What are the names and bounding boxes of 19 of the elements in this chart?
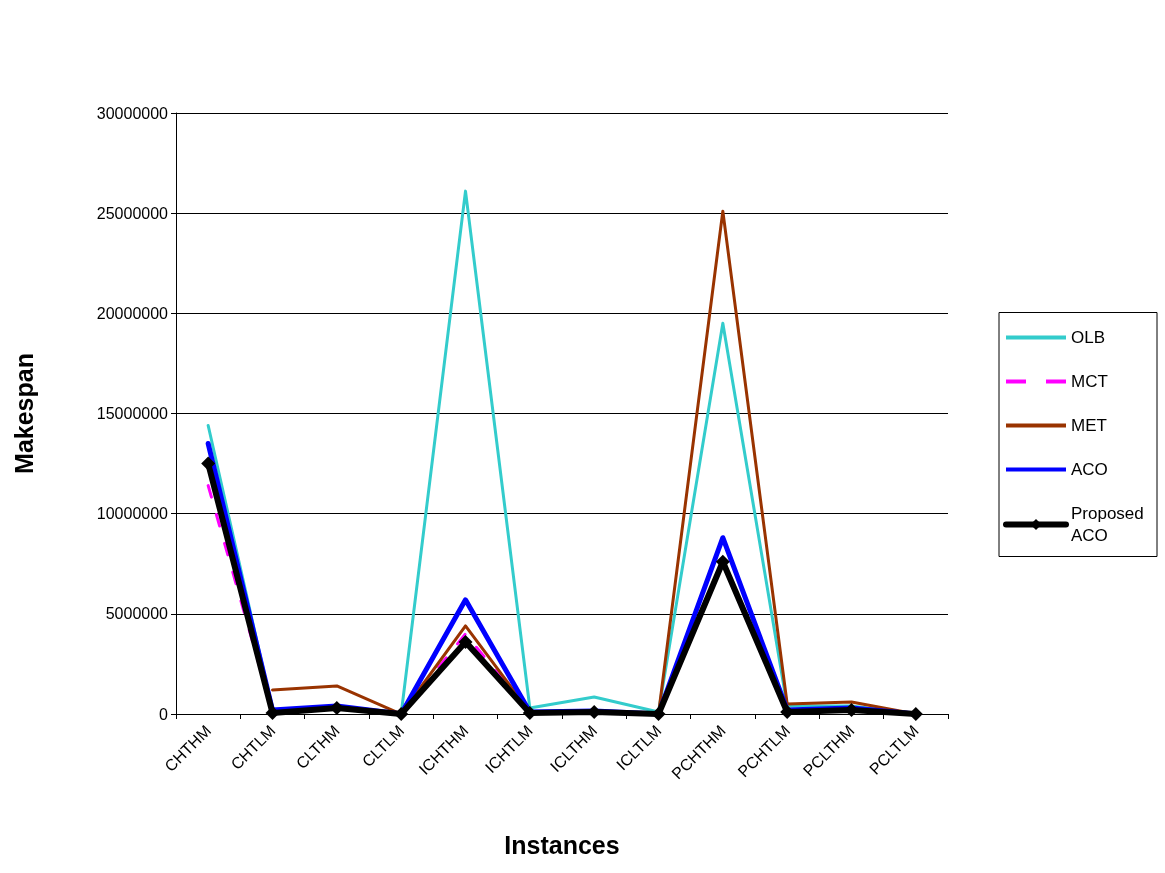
y-tick-label: 15000000 [96, 405, 169, 422]
point [265, 706, 280, 720]
legend-label: OLB [1071, 328, 1106, 347]
y-tick-label: 30000000 [96, 104, 169, 122]
legend-label: Proposed ACO [1071, 504, 1149, 545]
y-tick-label: 5000000 [105, 605, 169, 623]
y-axis-title: Makespan [9, 353, 38, 474]
legend-label: ACO [1071, 460, 1108, 479]
point [201, 456, 216, 471]
point [522, 706, 537, 720]
point [458, 634, 473, 649]
y-tick-label: 10000000 [96, 505, 169, 523]
y-tick-label: 0 [159, 705, 169, 723]
y-tick-label: 25000000 [96, 204, 169, 222]
y-tick-label: 20000000 [96, 304, 169, 322]
legend-label: MCT [1071, 372, 1108, 391]
legend-label: MET [1071, 416, 1107, 435]
point [394, 707, 409, 721]
x-axis-title: Instances [504, 830, 620, 859]
